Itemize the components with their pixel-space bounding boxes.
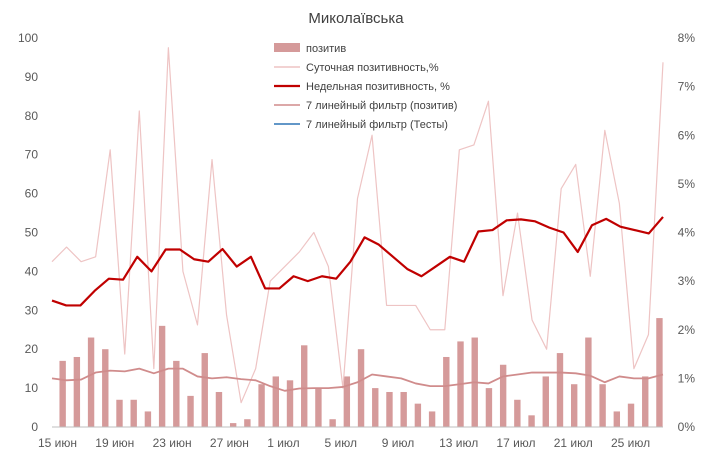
y-right-tick-label: 2% [678, 323, 696, 337]
bar-pozitiv [542, 376, 549, 427]
x-tick-label: 1 июл [267, 436, 299, 450]
x-tick-label: 15 июн [38, 436, 77, 450]
legend-label: 7 линейный фильтр (Тесты) [306, 119, 448, 131]
y-right-tick-label: 5% [678, 177, 696, 191]
bar-pozitiv [244, 419, 251, 427]
y-right-tick-label: 7% [678, 80, 696, 94]
bar-pozitiv [187, 395, 194, 427]
y-left-tick-label: 40 [25, 264, 39, 278]
series-lines [51, 47, 664, 404]
bar-pozitiv [201, 353, 208, 427]
legend-swatch-bar [274, 43, 300, 52]
axes: 0 10 20 30 40 50 60 70 80 90 100 0% 1% 2% 3% 4% 5% 6% 7% 8%… [18, 31, 695, 450]
x-tick-label: 23 июн [153, 436, 192, 450]
legend: позитив Суточная позитивность,% Недельная … [274, 43, 457, 131]
bar-pozitiv [357, 349, 365, 427]
bar-pozitiv [372, 388, 379, 427]
bar-pozitiv [158, 325, 166, 427]
bar-pozitiv [428, 411, 436, 427]
bar-pozitiv [59, 360, 66, 427]
bar-pozitiv [173, 360, 180, 427]
bar-pozitiv [443, 356, 450, 427]
x-tick-label: 21 июл [554, 436, 593, 450]
bar-pozitiv [528, 415, 535, 427]
line-daily-positivity [51, 47, 664, 404]
y-left-tick-label: 60 [25, 187, 39, 201]
y-left-tick-label: 70 [25, 148, 39, 162]
y-left-tick-label: 80 [25, 109, 39, 123]
bar-pozitiv [102, 349, 109, 427]
legend-label: Суточная позитивность,% [306, 62, 439, 74]
bar-pozitiv [414, 403, 422, 427]
bar-pozitiv [73, 356, 81, 427]
x-tick-label: 5 июл [325, 436, 357, 450]
bar-pozitiv [642, 376, 649, 427]
bar-pozitiv [570, 384, 578, 427]
y-right-tick-label: 0% [678, 420, 696, 434]
bar-pozitiv [286, 380, 294, 427]
y-left-tick-label: 20 [25, 342, 39, 356]
bar-pozitiv [386, 391, 393, 427]
bar-pozitiv [585, 337, 592, 427]
bar-pozitiv [627, 403, 635, 427]
legend-label: 7 линейный фильтр (позитив) [306, 100, 457, 112]
bar-pozitiv [315, 388, 322, 427]
legend-label: Недельная позитивность, % [306, 81, 450, 93]
y-right-tick-label: 3% [678, 274, 696, 288]
y-right-tick-label: 6% [678, 128, 696, 142]
chart-title: Миколаївська [308, 10, 404, 27]
bar-pozitiv [613, 411, 621, 427]
bar-pozitiv [215, 391, 223, 427]
x-tick-label: 17 июл [496, 436, 535, 450]
bar-pozitiv [556, 353, 564, 427]
legend-label: позитив [306, 43, 346, 55]
bar-pozitiv [144, 411, 152, 427]
bar-pozitiv [499, 364, 507, 427]
bar-pozitiv [514, 399, 521, 427]
y-left-tick-label: 30 [25, 303, 39, 317]
bar-pozitiv [258, 384, 265, 427]
y-left-tick-label: 90 [25, 70, 39, 84]
y-right-tick-label: 1% [678, 371, 696, 385]
x-tick-label: 13 июл [439, 436, 478, 450]
bar-pozitiv [329, 419, 336, 427]
y-right-tick-label: 8% [678, 31, 696, 45]
bar-pozitiv [116, 399, 123, 427]
x-tick-label: 19 июн [95, 436, 134, 450]
x-tick-label: 9 июл [382, 436, 414, 450]
bar-pozitiv [87, 337, 95, 427]
bar-pozitiv [656, 318, 663, 427]
bar-pozitiv [229, 423, 237, 427]
y-right-tick-label: 4% [678, 226, 696, 240]
line-7day-filter-positive [51, 367, 664, 392]
bar-pozitiv [272, 376, 279, 427]
x-tick-label: 25 июл [611, 436, 650, 450]
y-left-tick-label: 0 [31, 420, 38, 434]
bar-pozitiv [599, 384, 606, 427]
bar-pozitiv [343, 376, 351, 427]
y-left-tick-label: 50 [25, 226, 39, 240]
y-left-tick-label: 100 [18, 31, 38, 45]
bar-pozitiv [400, 391, 407, 427]
line-weekly-positivity [51, 216, 664, 307]
bar-pozitiv [301, 345, 308, 427]
y-left-tick-label: 10 [25, 381, 39, 395]
bar-pozitiv [130, 399, 137, 427]
x-tick-label: 27 июн [210, 436, 249, 450]
bar-pozitiv [485, 388, 493, 427]
